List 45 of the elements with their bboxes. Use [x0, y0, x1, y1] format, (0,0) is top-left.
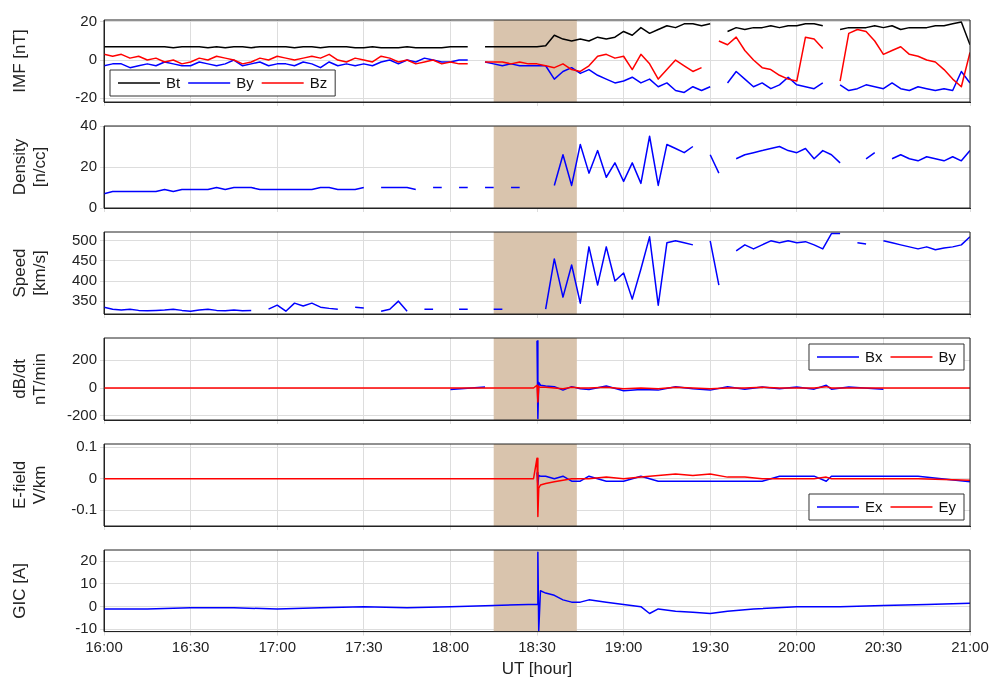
y-axis-title: E-field V/km — [9, 460, 50, 510]
y-tick-label: 0 — [88, 50, 97, 68]
x-tick-label: 20:30 — [864, 637, 903, 655]
legend-label: By — [236, 74, 255, 92]
y-tick-label: 450 — [71, 251, 97, 269]
x-tick-label: 18:30 — [518, 637, 556, 655]
x-tick-label: 19:00 — [604, 637, 643, 655]
y-tick-label: 20 — [80, 12, 97, 30]
legend-label: By — [938, 348, 957, 366]
y-axis-title: dB/dt nT/min — [9, 353, 50, 405]
x-tick-label: 18:00 — [431, 637, 470, 655]
x-tick-label: 17:00 — [258, 637, 296, 655]
y-tick-label: 400 — [71, 271, 97, 289]
y-axis-title: Density [n/cc] — [9, 138, 50, 196]
y-tick-label: 20 — [80, 551, 97, 569]
y-tick-label: -200 — [66, 405, 97, 423]
x-tick-label: 20:00 — [778, 637, 816, 655]
y-tick-label: 0 — [88, 596, 97, 614]
x-axis-title: UT [hour] — [501, 659, 573, 679]
x-tick-label: 16:00 — [85, 637, 123, 655]
y-tick-label: 200 — [71, 350, 97, 368]
y-tick-label: 20 — [80, 157, 97, 175]
y-axis-title: Speed [km/s] — [9, 248, 50, 298]
y-tick-label: 0 — [88, 198, 97, 216]
x-tick-label: 16:30 — [171, 637, 210, 655]
x-tick-label: 17:30 — [345, 637, 383, 655]
y-tick-label: 0 — [88, 378, 97, 396]
y-tick-label: 10 — [80, 574, 97, 592]
x-tick-label: 21:00 — [951, 637, 989, 655]
y-tick-label: -20 — [75, 88, 97, 106]
legend-label: Bt — [166, 74, 181, 92]
y-axis-title: IMF [nT] — [9, 29, 29, 93]
y-tick-label: 0.1 — [76, 437, 97, 455]
legend-label: Bz — [309, 74, 328, 92]
y-tick-label: -0.1 — [71, 500, 97, 518]
y-tick-label: 0 — [88, 468, 97, 486]
legend-label: Ex — [864, 498, 883, 516]
legend-label: Bx — [864, 348, 883, 366]
x-tick-label: 19:30 — [691, 637, 729, 655]
y-axis-title: GIC [A] — [9, 562, 29, 619]
legend-label: Ey — [938, 498, 957, 516]
y-tick-label: 350 — [71, 291, 97, 309]
y-tick-label: 40 — [80, 116, 97, 134]
y-tick-label: 500 — [71, 230, 97, 248]
y-tick-label: -10 — [75, 619, 97, 637]
